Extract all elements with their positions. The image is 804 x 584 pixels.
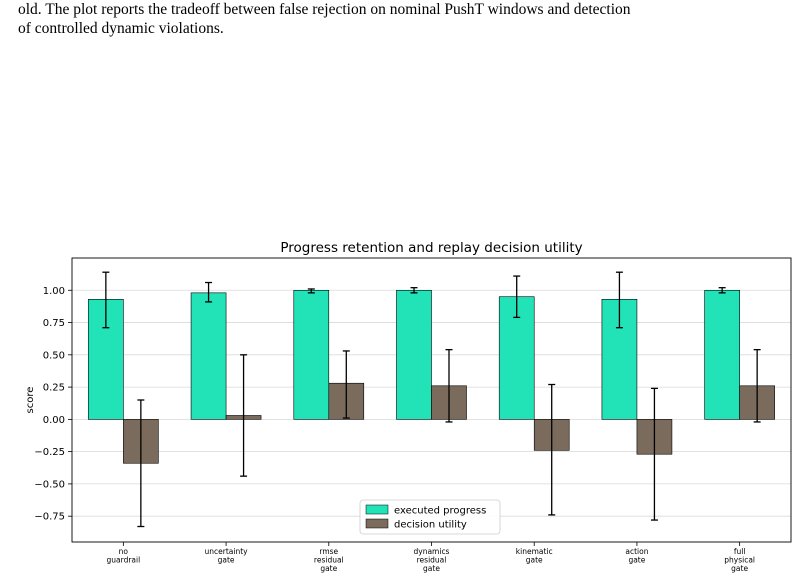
y-tick-label: 1.00 bbox=[43, 286, 65, 297]
bar bbox=[704, 289, 740, 420]
legend-swatch bbox=[365, 518, 389, 529]
y-tick-label: 0.00 bbox=[43, 415, 65, 426]
y-tick-label: −0.25 bbox=[34, 447, 65, 458]
x-tick-label: rmse residual gate bbox=[314, 547, 344, 573]
bar bbox=[293, 289, 330, 420]
x-tick-label: uncertainty gate bbox=[205, 547, 249, 565]
legend bbox=[359, 499, 501, 535]
y-tick-label: 0.25 bbox=[43, 383, 65, 394]
y-tick-label: −0.50 bbox=[34, 479, 65, 490]
caption-line-1: old. The plot reports the tradeoff betwe… bbox=[18, 1, 631, 18]
y-tick-label: 0.50 bbox=[43, 350, 65, 361]
bar bbox=[190, 292, 227, 420]
x-tick-label: dynamics residual gate bbox=[414, 547, 450, 573]
y-axis-label: score bbox=[25, 387, 36, 414]
figure-caption: old. The plot reports the tradeoff betwe… bbox=[18, 0, 798, 38]
x-tick-label: full physical gate bbox=[724, 547, 755, 573]
legend-label: decision utility bbox=[394, 520, 467, 531]
x-tick-label: kinematic gate bbox=[516, 547, 553, 565]
legend-swatch bbox=[365, 504, 389, 515]
legend-label: executed progress bbox=[394, 506, 486, 517]
x-tick-label: action gate bbox=[625, 547, 648, 565]
caption-line-2: of controlled dynamic violations. bbox=[18, 20, 224, 37]
y-tick-label: −0.75 bbox=[34, 512, 65, 523]
x-tick-label: no guardrail bbox=[107, 547, 141, 565]
chart-title: Progress retention and replay decision u… bbox=[280, 240, 582, 256]
y-tick-label: 0.75 bbox=[43, 318, 65, 329]
bar bbox=[396, 289, 432, 420]
